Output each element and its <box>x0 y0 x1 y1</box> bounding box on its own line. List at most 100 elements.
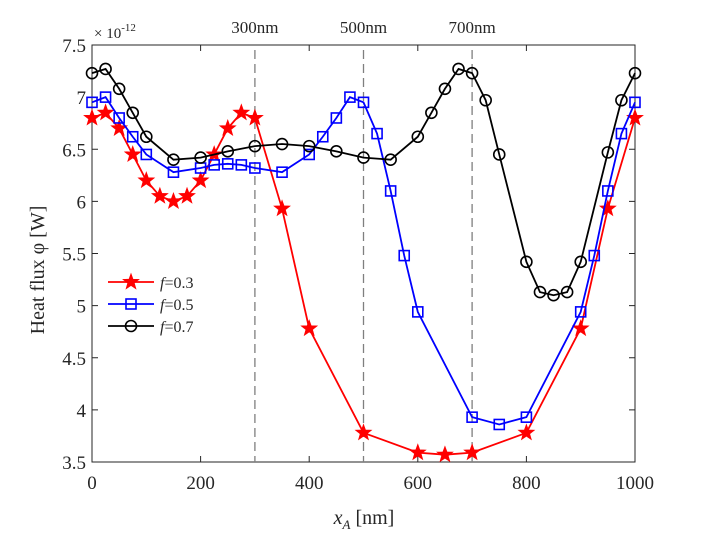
data-point <box>83 108 101 126</box>
data-point <box>96 103 115 121</box>
data-point <box>574 255 588 269</box>
y-tick-label: 3.5 <box>62 453 86 474</box>
data-point <box>191 171 210 189</box>
y-tick-label: 6.5 <box>62 140 86 161</box>
legend-label-value: =0.5 <box>164 297 193 314</box>
data-point <box>316 130 329 143</box>
data-point <box>411 306 424 318</box>
y-tick-label: 4.5 <box>62 349 86 370</box>
data-point <box>520 255 533 269</box>
data-point <box>628 66 642 80</box>
legend-label-symbol: f <box>160 297 167 314</box>
series-line <box>91 67 636 297</box>
data-point <box>384 153 397 166</box>
series-f=0.5 <box>86 91 641 431</box>
reference-line-label: 500nm <box>340 18 387 37</box>
data-point <box>273 199 291 217</box>
data-point <box>354 423 373 441</box>
data-point <box>408 443 427 461</box>
data-point <box>425 106 438 120</box>
y-tick-label: 7 <box>77 88 87 109</box>
x-axis-label: xA [nm] <box>333 507 395 532</box>
data-point <box>371 127 383 140</box>
series-f=0.3 <box>83 103 644 463</box>
x-axis-label-subscript: A <box>342 517 351 532</box>
data-point <box>438 82 452 96</box>
data-point <box>436 445 454 463</box>
legend-label: f=0.5 <box>160 297 193 314</box>
data-point <box>300 319 319 337</box>
data-point <box>330 112 343 124</box>
data-point <box>235 159 248 171</box>
legend-item: f=0.3 <box>108 272 193 292</box>
data-point <box>140 130 153 144</box>
data-point <box>137 171 156 189</box>
x-tick-label: 200 <box>186 473 215 494</box>
data-point <box>344 91 356 103</box>
legend-item: f=0.7 <box>108 319 193 336</box>
x-tick-label: 0 <box>87 473 97 494</box>
x-tick-label: 600 <box>404 473 433 494</box>
data-point <box>520 411 533 423</box>
data-point <box>140 148 153 161</box>
y-exponent-prefix: × 10 <box>94 26 121 42</box>
data-point <box>249 162 261 174</box>
data-point <box>629 96 641 109</box>
legend-label-symbol: f <box>160 319 167 336</box>
data-point <box>276 166 288 178</box>
x-tick-label: 800 <box>512 473 541 494</box>
y-tick-label: 4 <box>77 401 87 422</box>
data-point <box>245 108 264 126</box>
data-point <box>465 66 479 80</box>
series-f=0.7 <box>85 62 642 302</box>
data-point <box>302 139 316 153</box>
legend-label: f=0.7 <box>160 319 193 336</box>
reference-line-label: 300nm <box>231 18 278 37</box>
legend-marker <box>122 272 140 290</box>
data-point <box>411 130 425 144</box>
data-point <box>126 106 140 120</box>
data-point <box>598 199 617 217</box>
reference-line-label: 700nm <box>448 18 495 37</box>
data-point <box>194 151 207 164</box>
data-point <box>303 148 316 161</box>
data-point <box>86 96 98 109</box>
data-point <box>615 93 628 107</box>
legend-item: f=0.5 <box>108 297 193 314</box>
data-point <box>357 151 370 164</box>
data-point <box>178 186 196 204</box>
x-tick-label: 400 <box>295 473 324 494</box>
data-point <box>221 145 235 158</box>
data-point <box>533 285 547 299</box>
y-tick-label: 6 <box>77 192 87 213</box>
data-point <box>384 185 397 197</box>
data-point <box>126 130 139 143</box>
data-point <box>275 137 289 151</box>
data-point <box>602 185 614 197</box>
data-point <box>479 93 492 107</box>
data-point <box>560 285 574 299</box>
y-tick-label: 5 <box>77 297 87 318</box>
data-point <box>123 145 142 163</box>
data-point <box>330 145 343 158</box>
plot-layer: 0 200 400 600 800 1000 3.5 4 4.5 5 5.5 6 6.5 7 7.5 300n… <box>62 18 654 494</box>
data-point <box>357 96 370 109</box>
data-point <box>517 423 536 441</box>
data-point <box>167 153 180 166</box>
x-tick-label: 1000 <box>616 473 654 494</box>
data-point <box>615 127 628 140</box>
y-axis-label: Heat flux φ [W] <box>27 206 49 335</box>
data-point <box>150 186 169 204</box>
y-tick-label: 5.5 <box>62 245 86 266</box>
data-point <box>232 103 251 121</box>
data-point <box>112 82 126 96</box>
data-point <box>99 62 112 76</box>
legend-marker <box>125 298 137 310</box>
data-point <box>493 418 506 431</box>
data-point <box>463 443 482 461</box>
data-point <box>466 411 478 423</box>
data-point <box>221 158 234 170</box>
legend-label-symbol: f <box>160 275 167 292</box>
data-point <box>492 148 506 161</box>
